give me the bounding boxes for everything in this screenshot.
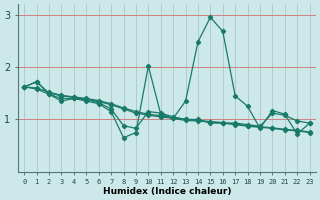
X-axis label: Humidex (Indice chaleur): Humidex (Indice chaleur) bbox=[103, 187, 231, 196]
